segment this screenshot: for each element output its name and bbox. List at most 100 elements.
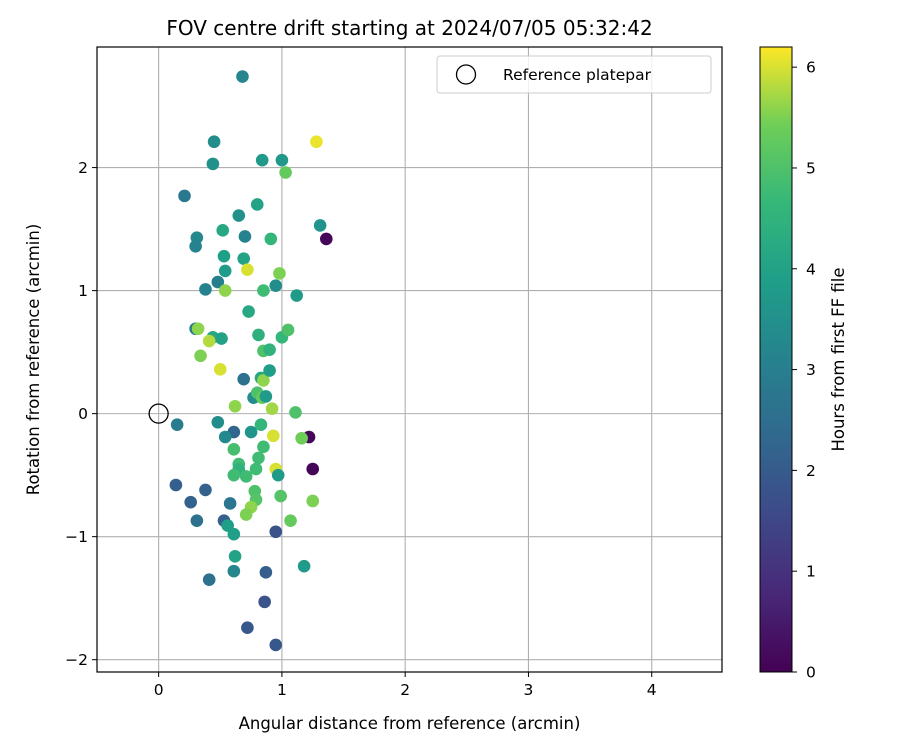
scatter-point — [237, 252, 250, 265]
scatter-point — [227, 564, 241, 578]
scatter-point — [206, 157, 220, 171]
scatter-point — [257, 440, 270, 454]
colorbar-tick-label: 0 — [806, 664, 816, 682]
scatter-point — [202, 573, 216, 587]
scatter-point — [265, 402, 279, 416]
scatter-point — [266, 429, 280, 443]
y-tick-label: 0 — [78, 405, 88, 423]
scatter-point — [178, 189, 191, 203]
colorbar-label: Hours from first FF file — [829, 267, 848, 451]
scatter-point — [264, 232, 278, 246]
scatter-point — [228, 550, 242, 563]
scatter-point — [263, 343, 276, 356]
y-axis-ticks: −2 −1 0 1 2 — [65, 159, 97, 669]
scatter-point — [216, 224, 230, 237]
colorbar-tick-label: 5 — [806, 159, 816, 177]
scatter-point — [228, 399, 242, 413]
scatter-point — [269, 525, 283, 539]
scatter-point — [255, 153, 269, 167]
scatter-point — [275, 153, 289, 167]
scatter-point — [257, 374, 270, 387]
scatter-point — [218, 264, 232, 278]
scatter-point — [239, 470, 253, 483]
scatter-point — [269, 279, 283, 292]
scatter-point — [170, 418, 184, 432]
x-axis-label: Angular distance from reference (arcmin) — [239, 714, 581, 733]
scatter-point — [295, 431, 308, 445]
scatter-point — [289, 406, 302, 419]
grid — [97, 47, 722, 672]
scatter-point — [227, 443, 241, 456]
scatter-point — [279, 166, 292, 179]
scatter-point — [274, 489, 287, 503]
scatter-point — [244, 425, 258, 439]
scatter-point — [306, 494, 320, 508]
scatter-point — [223, 497, 237, 510]
scatter-point — [239, 508, 253, 521]
plot-frame — [96, 46, 723, 673]
scatter-point — [284, 514, 297, 527]
legend-marker-icon — [455, 64, 477, 85]
y-axis-label: Rotation from reference (arcmin) — [24, 224, 43, 496]
scatter-point — [189, 240, 202, 253]
scatter-point — [217, 249, 231, 263]
scatter-point — [258, 595, 271, 609]
scatter-point — [269, 638, 283, 652]
reference-point — [148, 403, 169, 424]
x-tick-label: 3 — [524, 681, 534, 699]
colorbar-tick-label: 2 — [806, 462, 816, 480]
colorbar-tick-label: 6 — [806, 59, 816, 77]
scatter-point — [238, 230, 252, 243]
scatter-point — [273, 267, 286, 280]
scatter-point — [254, 418, 268, 432]
scatter-point — [236, 70, 249, 83]
legend-label: Reference platepar — [503, 66, 652, 84]
x-axis-ticks: 0 1 2 3 4 — [154, 672, 657, 699]
scatter-point — [319, 232, 333, 246]
scatter-point — [202, 334, 216, 348]
y-tick-label: −2 — [65, 651, 88, 669]
legend: Reference platepar — [436, 55, 712, 94]
colorbar-tick-label: 1 — [806, 563, 816, 581]
scatter-point — [271, 468, 285, 482]
scatter-point — [169, 478, 183, 492]
scatter-point — [227, 527, 241, 541]
scatter-point — [232, 209, 246, 222]
x-tick-label: 2 — [400, 681, 410, 699]
scatter-point — [252, 451, 265, 465]
scatter-point — [313, 219, 327, 232]
x-tick-label: 1 — [277, 681, 287, 699]
scatter-point — [241, 621, 254, 635]
scatter-point — [199, 283, 212, 296]
scatter-point — [237, 372, 250, 386]
scatter-point — [290, 289, 304, 302]
scatter-point — [310, 135, 323, 149]
scatter-point — [218, 284, 232, 297]
scatter-point — [218, 430, 232, 444]
legend-box — [436, 55, 712, 94]
scatter-points — [148, 70, 333, 652]
scatter-point — [249, 462, 263, 476]
chart-title: FOV centre drift starting at 2024/07/05 … — [166, 16, 652, 40]
scatter-point — [190, 514, 204, 527]
y-tick-label: 2 — [78, 159, 88, 177]
scatter-point — [211, 275, 225, 289]
colorbar-ticks: 0 1 2 3 4 5 6 — [792, 59, 816, 682]
scatter-point — [281, 323, 295, 337]
scatter-point — [297, 559, 311, 573]
scatter-point — [194, 349, 207, 363]
colorbar-gradient — [759, 46, 793, 673]
scatter-point — [207, 135, 221, 149]
x-tick-label: 4 — [647, 681, 657, 699]
scatter-point — [184, 495, 197, 509]
scatter-point — [191, 322, 205, 336]
y-tick-label: 1 — [78, 282, 88, 300]
colorbar-tick-label: 3 — [806, 361, 816, 379]
scatter-point — [263, 364, 276, 377]
scatter-point — [250, 198, 264, 211]
scatter-point — [257, 284, 270, 297]
scatter-point — [213, 363, 227, 376]
scatter-point — [211, 415, 225, 429]
scatter-point — [306, 462, 320, 476]
